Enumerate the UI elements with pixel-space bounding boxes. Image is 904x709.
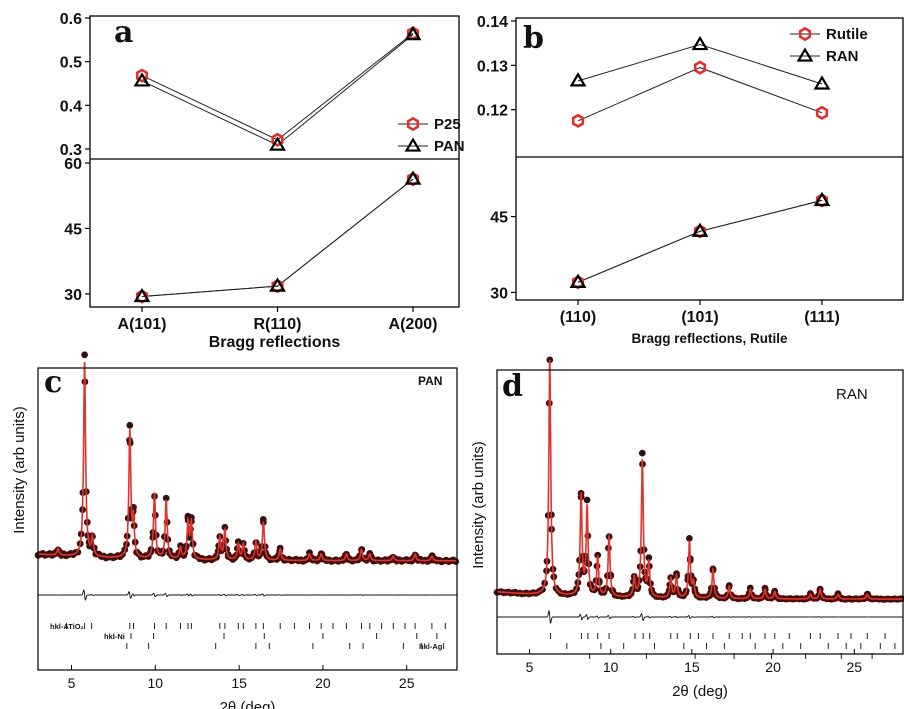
xtick-label: 25 bbox=[399, 675, 415, 691]
plot-frame bbox=[515, 17, 904, 301]
x-axis-title: 2θ (deg) bbox=[672, 683, 728, 700]
legend-label: RAN bbox=[826, 48, 859, 65]
difference-curve bbox=[497, 609, 903, 624]
panel-b: 0.12 0.13 0.14 30 45 (110) (101) (111) Bragg ref… bbox=[477, 14, 904, 346]
legend-label: PAN bbox=[434, 138, 465, 155]
bottom-data-point bbox=[569, 273, 587, 288]
xtick-label: A(200) bbox=[389, 316, 438, 333]
top-data-point bbox=[269, 136, 286, 151]
xtick-label: 20 bbox=[765, 659, 781, 675]
xtick-label: 15 bbox=[231, 675, 247, 691]
top-data-point bbox=[133, 72, 151, 87]
top-data-point bbox=[693, 60, 707, 75]
plot-frame bbox=[89, 15, 460, 308]
xtick-label: A(101) bbox=[118, 316, 167, 333]
top-data-point bbox=[815, 105, 829, 120]
legend-marker bbox=[404, 137, 422, 152]
top-ytick-label: 0.5 bbox=[60, 55, 82, 72]
top-data-point bbox=[135, 68, 149, 83]
xtick-label: (111) bbox=[804, 309, 840, 326]
xtick-label: 25 bbox=[846, 659, 862, 675]
panel-label: d bbox=[502, 369, 523, 404]
bottom-ytick-label: 45 bbox=[490, 210, 508, 227]
xtick-label: 10 bbox=[603, 659, 619, 675]
plot-frame bbox=[496, 369, 904, 655]
observed-point bbox=[638, 449, 646, 457]
legend-marker bbox=[798, 26, 812, 42]
bottom-series-line bbox=[577, 199, 823, 283]
top-series-line bbox=[141, 32, 414, 141]
bottom-data-point bbox=[133, 287, 151, 303]
observed-point bbox=[81, 351, 88, 359]
bottom-data-point bbox=[404, 170, 422, 185]
top-ytick-label: 0.12 bbox=[477, 103, 508, 120]
panel-a: 0.3 0.4 0.5 0.6 30 45 60 A(101) R(110) A(200) Brag… bbox=[60, 11, 465, 351]
bottom-data-point bbox=[269, 277, 286, 292]
xtick-label: 10 bbox=[148, 675, 164, 691]
bottom-ytick-label: 45 bbox=[64, 221, 82, 238]
legend-marker bbox=[796, 47, 814, 62]
calculated-profile bbox=[38, 362, 457, 562]
y-axis-title: Intensity (arb units) bbox=[11, 406, 28, 534]
x-axis-title: Bragg reflections, Rutile bbox=[631, 331, 788, 346]
xtick-label: 5 bbox=[68, 675, 76, 691]
xtick-label: R(110) bbox=[253, 316, 301, 333]
panel-d: 5 10 15 20 25 2θ (deg) Intensity (arb units) d R… bbox=[470, 356, 904, 700]
legend-label: Rutile bbox=[826, 26, 868, 43]
top-data-point bbox=[404, 25, 422, 41]
xtick-label: 15 bbox=[684, 659, 700, 675]
bottom-data-point bbox=[813, 191, 831, 207]
xtick-label: 5 bbox=[526, 659, 534, 675]
bottom-series-line bbox=[577, 199, 823, 283]
top-ytick-label: 0.13 bbox=[477, 58, 508, 75]
calculated-profile bbox=[497, 359, 903, 600]
top-data-point bbox=[813, 75, 831, 90]
tick-row-label: hkl-Ag bbox=[419, 642, 443, 651]
bottom-data-point bbox=[691, 222, 709, 237]
x-axis-title: Bragg reflections bbox=[209, 334, 341, 351]
plot-frame bbox=[37, 367, 458, 671]
top-ytick-label: 0.4 bbox=[60, 98, 82, 115]
top-ytick-label: 0.14 bbox=[477, 14, 508, 31]
annotation: PAN bbox=[418, 374, 442, 388]
top-data-point bbox=[569, 72, 587, 87]
panel-c: hkl-ATiO₂ hkl-Ni hkl-Ag 5 10 15 20 25 2θ (deg) In… bbox=[11, 351, 460, 709]
top-ytick-label: 0.3 bbox=[60, 142, 82, 159]
xtick-label: (110) bbox=[560, 309, 596, 326]
xtick-label: (101) bbox=[681, 309, 718, 326]
top-data-point bbox=[271, 132, 284, 147]
bottom-ytick-label: 30 bbox=[64, 287, 82, 304]
bottom-ytick-label: 30 bbox=[490, 285, 508, 302]
top-data-point bbox=[691, 35, 709, 51]
legend-label: P25 bbox=[434, 116, 461, 133]
top-series-line bbox=[577, 43, 823, 85]
panel-label: a bbox=[114, 15, 133, 50]
xtick-label: 20 bbox=[315, 675, 331, 691]
tick-row-label: hkl-ATiO₂ bbox=[50, 622, 84, 631]
top-data-point bbox=[571, 113, 585, 128]
annotation: RAN bbox=[836, 386, 868, 403]
panel-label: c bbox=[44, 365, 62, 400]
bottom-ytick-label: 60 bbox=[64, 156, 82, 173]
observed-point bbox=[583, 496, 591, 504]
top-series-line bbox=[141, 34, 414, 146]
observed-point bbox=[126, 421, 134, 429]
tick-row-label: hkl-Ni bbox=[104, 632, 125, 641]
x-axis-title: 2θ (deg) bbox=[220, 699, 276, 709]
y-axis-title: Intensity (arb units) bbox=[470, 441, 487, 569]
difference-curve bbox=[38, 589, 457, 601]
top-ytick-label: 0.6 bbox=[60, 11, 82, 28]
top-series-line bbox=[577, 67, 823, 122]
panel-label: b bbox=[523, 21, 544, 56]
bottom-series-line bbox=[141, 178, 414, 297]
legend-marker bbox=[406, 116, 420, 132]
